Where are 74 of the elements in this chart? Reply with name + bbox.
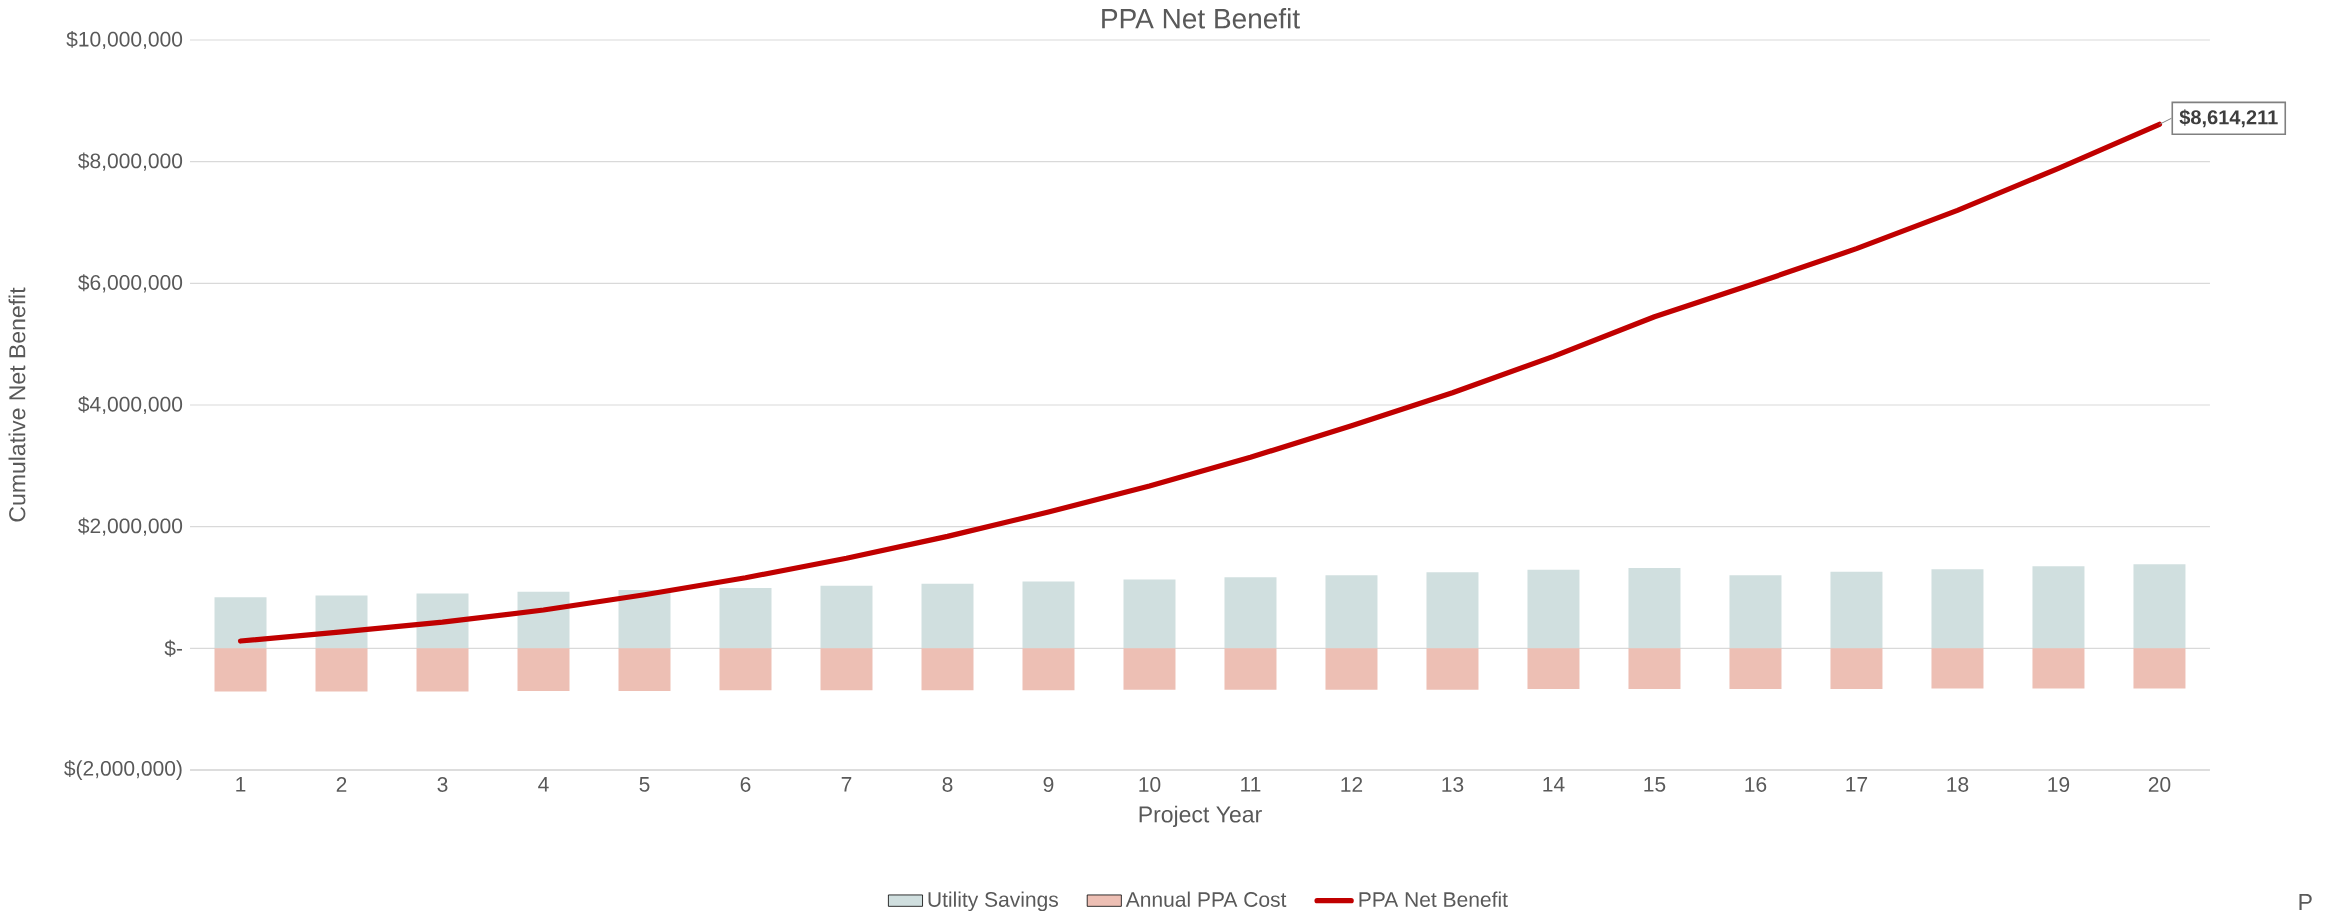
y-tick-label: $10,000,000	[66, 30, 183, 50]
bar	[1830, 648, 1883, 690]
x-tick-label: 13	[1442, 777, 1464, 792]
bar	[1628, 648, 1681, 690]
bar	[517, 648, 570, 691]
bar	[517, 591, 570, 649]
bar	[618, 589, 671, 649]
bar	[1931, 569, 1984, 649]
x-tick-label: 15	[1644, 777, 1666, 792]
x-tick-label: 12	[1341, 777, 1363, 792]
bar	[2133, 648, 2186, 689]
bar	[719, 648, 772, 691]
y-tick-label: $-	[164, 639, 183, 657]
bar	[1224, 648, 1277, 690]
bar	[820, 585, 873, 649]
x-tick-label: 10	[1139, 777, 1161, 792]
bar	[1022, 648, 1075, 691]
bar	[1527, 648, 1580, 690]
x-tick-label: 16	[1745, 777, 1767, 792]
x-tick-label: 2	[336, 777, 347, 792]
bar	[1628, 568, 1681, 649]
bar	[921, 583, 974, 649]
bar	[1224, 577, 1277, 649]
x-axis-title: Project Year	[1139, 805, 1262, 828]
x-tick-label: 18	[1947, 777, 1969, 792]
bar	[1830, 571, 1883, 649]
y-tick-label: $(2,000,000)	[64, 760, 182, 780]
bar	[1729, 648, 1782, 690]
x-tick-label: 1	[236, 777, 246, 792]
bar	[1022, 581, 1075, 649]
bar	[921, 648, 974, 691]
chart-title: PPA Net Benefit	[1102, 8, 1300, 29]
x-tick-label: 11	[1241, 777, 1261, 792]
bar	[719, 588, 772, 649]
bar	[1527, 569, 1580, 649]
bar	[2032, 566, 2085, 649]
bar	[2133, 564, 2186, 649]
x-tick-label: 14	[1543, 777, 1565, 792]
legend-label: Utility Savings	[928, 891, 1058, 912]
y-tick-label: $2,000,000	[78, 517, 183, 536]
x-tick-label: 19	[2048, 777, 2070, 792]
bar	[315, 648, 368, 692]
x-tick-label: 9	[1043, 777, 1054, 792]
x-tick-label: 17	[1846, 777, 1868, 792]
x-tick-label: 8	[942, 777, 953, 792]
x-tick-label: 7	[841, 777, 852, 792]
bar	[618, 648, 671, 691]
y-tick-label: $6,000,000	[78, 274, 183, 293]
bar	[1931, 648, 1984, 689]
x-tick-label: 3	[437, 777, 448, 792]
y-axis-title: Cumulative Net Benefit	[8, 287, 26, 522]
bar	[1426, 648, 1479, 690]
text: P	[2299, 894, 2312, 910]
legend-label: Annual PPA Cost	[1125, 891, 1287, 907]
bar	[1325, 575, 1378, 649]
bar	[1426, 572, 1479, 649]
bar	[1325, 648, 1378, 690]
bar	[1123, 579, 1176, 649]
bar	[1729, 575, 1782, 649]
x-tick-label: 5	[639, 777, 650, 792]
x-tick-label: 4	[538, 777, 549, 792]
y-tick-label: $8,000,000	[78, 152, 183, 171]
bar	[1123, 648, 1176, 690]
bar	[214, 597, 267, 649]
legend-label: PPA Net Benefit	[1359, 891, 1508, 907]
y-tick-label: $4,000,000	[78, 395, 183, 415]
bar	[214, 648, 267, 692]
bar	[315, 595, 368, 649]
bar	[416, 648, 469, 692]
x-tick-label: 6	[740, 777, 751, 792]
bar	[2032, 648, 2085, 689]
data-label: $8,614,211	[2179, 109, 2278, 128]
bar	[820, 648, 873, 691]
x-tick-label: 20	[2148, 777, 2171, 792]
